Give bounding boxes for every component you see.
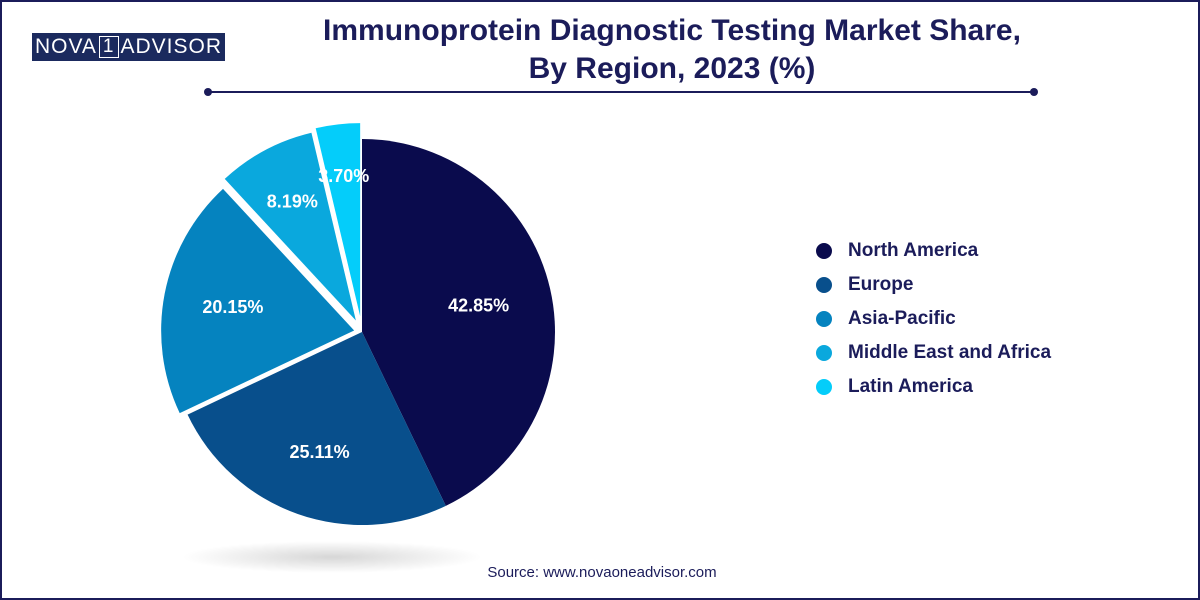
legend-label: North America: [848, 240, 979, 261]
pie-shadow: [182, 541, 482, 573]
logo-text-nova: NOVA: [34, 35, 97, 58]
title-divider-dot-left: [204, 88, 212, 96]
legend-swatch: [816, 243, 832, 259]
pie-slice-asia-pacific: [161, 188, 355, 414]
legend-swatch: [816, 345, 832, 361]
chart-title: Immunoprotein Diagnostic Testing Market …: [323, 14, 1021, 47]
chart-subtitle: By Region, 2023 (%): [528, 52, 816, 85]
legend-item: Middle East and Africa: [816, 336, 1051, 370]
slice-label-asia-pacific: 20.15%: [202, 297, 263, 317]
source-note: Source: www.novaoneadvisor.com: [487, 564, 717, 581]
legend-item: Europe: [816, 268, 1051, 302]
title-divider: [208, 91, 1034, 93]
legend-label: Middle East and Africa: [848, 342, 1052, 363]
logo-text-one: 1: [98, 36, 119, 58]
legend-swatch: [816, 379, 832, 395]
pie-slice-north-america: [362, 139, 555, 506]
legend-swatch: [816, 311, 832, 327]
legend-label: Latin America: [848, 376, 973, 397]
legend-label: Asia-Pacific: [848, 308, 956, 329]
title-divider-dot-right: [1030, 88, 1038, 96]
slice-label-latin-america: 3.70%: [318, 166, 369, 186]
slice-label-north-america: 42.85%: [448, 295, 509, 315]
legend-item: Asia-Pacific: [816, 302, 1051, 336]
chart-title-block: Immunoprotein Diagnostic Testing Market …: [242, 12, 1102, 88]
logo-text-advisor: ADVISOR: [120, 35, 223, 58]
pie-slice-latin-america: [315, 123, 361, 317]
legend-label: Europe: [848, 274, 914, 295]
pie-slice-middle-east-and-africa: [224, 132, 356, 321]
legend-item: Latin America: [816, 370, 1051, 404]
pie-slice-europe: [187, 332, 446, 525]
slice-label-europe: 25.11%: [290, 442, 350, 462]
legend-item: North America: [816, 234, 1051, 268]
slice-label-middle-east-and-africa: 8.19%: [267, 191, 318, 211]
legend-swatch: [816, 277, 832, 293]
brand-logo: NOVA 1 ADVISOR: [32, 33, 225, 61]
chart-legend: North America Europe Asia-Pacific Middle Ea…: [816, 234, 1051, 404]
